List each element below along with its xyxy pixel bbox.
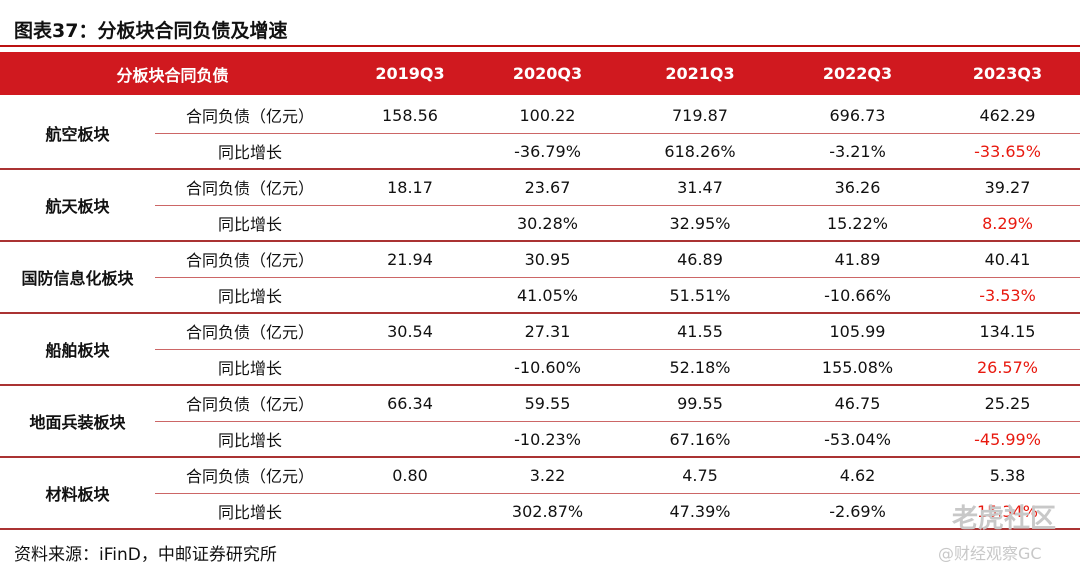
cell: 21.94 xyxy=(387,249,433,269)
cell: 46.89 xyxy=(677,249,723,269)
cell: -53.04% xyxy=(824,429,891,449)
cell: -2.69% xyxy=(829,501,886,521)
row-rule xyxy=(155,421,1080,422)
cell: 3.22 xyxy=(529,465,566,485)
cell: 155.08% xyxy=(821,357,894,377)
cell: 719.87 xyxy=(672,105,728,125)
column-header: 2020Q3 xyxy=(512,64,583,83)
row-label: 同比增长 xyxy=(217,143,282,162)
group-name: 船舶板块 xyxy=(45,341,110,360)
row-label: 合同负债（亿元） xyxy=(185,251,314,270)
row-label: 合同负债（亿元） xyxy=(185,323,314,342)
cell: 618.26% xyxy=(664,141,736,161)
cell: 59.55 xyxy=(524,393,571,413)
cell: 5.38 xyxy=(989,465,1026,485)
cell: 66.34 xyxy=(387,393,433,413)
cell: 46.75 xyxy=(834,393,881,413)
cell: 27.31 xyxy=(524,321,571,341)
row-rule xyxy=(155,133,1080,134)
watermark: @财经观察GC xyxy=(938,544,1042,563)
cell: 100.22 xyxy=(519,105,576,125)
cell: 4.75 xyxy=(682,465,718,485)
group-rule xyxy=(0,240,1080,242)
cell: 41.05% xyxy=(516,285,578,305)
cell: 26.57% xyxy=(976,357,1038,377)
cell: 30.95 xyxy=(524,249,571,269)
cell: 39.27 xyxy=(984,177,1031,197)
column-header: 2023Q3 xyxy=(972,64,1043,83)
cell: 8.29% xyxy=(982,213,1033,233)
cell: 41.55 xyxy=(677,321,723,341)
cell: 47.39% xyxy=(669,501,731,521)
group-rule xyxy=(0,528,1080,530)
column-header: 分板块合同负债 xyxy=(116,65,229,85)
group-name: 航空板块 xyxy=(45,125,110,144)
title-rule xyxy=(0,45,1080,47)
group-rule xyxy=(0,456,1080,458)
cell: -10.23% xyxy=(514,429,581,449)
cell: 0.80 xyxy=(392,465,428,485)
group-name: 航天板块 xyxy=(45,197,110,216)
cell: 105.99 xyxy=(829,321,886,341)
cell: 696.73 xyxy=(829,105,886,125)
column-header: 2022Q3 xyxy=(822,64,893,83)
row-rule xyxy=(155,277,1080,278)
cell: 32.95% xyxy=(669,213,731,233)
row-label: 合同负债（亿元） xyxy=(185,107,314,126)
row-label: 合同负债（亿元） xyxy=(185,179,314,198)
cell: -3.21% xyxy=(829,141,886,161)
cell: 41.89 xyxy=(834,249,881,269)
cell: 36.26 xyxy=(834,177,881,197)
cell: 51.51% xyxy=(669,285,731,305)
cell: 30.54 xyxy=(387,321,433,341)
source: 资料来源：iFinD，中邮证券研究所 xyxy=(14,545,277,565)
cell: 67.16% xyxy=(669,429,731,449)
cell: 462.29 xyxy=(979,105,1036,125)
group-name: 地面兵装板块 xyxy=(29,413,126,432)
cell: 4.62 xyxy=(839,465,876,485)
column-header: 2019Q3 xyxy=(375,64,445,83)
cell: 158.56 xyxy=(382,105,438,125)
cell: -33.65% xyxy=(974,141,1041,161)
row-rule xyxy=(155,205,1080,206)
row-label: 合同负债（亿元） xyxy=(185,467,314,486)
row-label: 同比增长 xyxy=(217,431,282,450)
header-row xyxy=(0,52,1080,95)
watermark: 老虎社区 xyxy=(952,504,1057,534)
row-label: 同比增长 xyxy=(217,359,282,378)
row-label: 合同负债（亿元） xyxy=(185,395,314,414)
row-label: 同比增长 xyxy=(217,503,282,522)
row-label: 同比增长 xyxy=(217,287,282,306)
group-name: 材料板块 xyxy=(45,485,110,504)
cell: 40.41 xyxy=(984,249,1031,269)
group-rule xyxy=(0,312,1080,314)
row-rule xyxy=(155,349,1080,350)
cell: 99.55 xyxy=(677,393,723,413)
row-rule xyxy=(155,493,1080,494)
cell: -10.60% xyxy=(514,357,581,377)
cell: 18.17 xyxy=(387,177,433,197)
cell: 52.18% xyxy=(669,357,731,377)
title: 图表37：分板块合同负债及增速 xyxy=(14,20,288,42)
cell: -3.53% xyxy=(979,285,1036,305)
cell: 30.28% xyxy=(516,213,578,233)
row-label: 同比增长 xyxy=(217,215,282,234)
group-rule xyxy=(0,384,1080,386)
cell: -36.79% xyxy=(514,141,581,161)
cell: 134.15 xyxy=(979,321,1036,341)
cell: 302.87% xyxy=(511,501,584,521)
cell: 25.25 xyxy=(984,393,1031,413)
cell: 15.22% xyxy=(826,213,888,233)
cell: -10.66% xyxy=(824,285,891,305)
column-header: 2021Q3 xyxy=(665,64,735,83)
cell: -45.99% xyxy=(974,429,1041,449)
group-name: 国防信息化板块 xyxy=(21,269,134,288)
group-rule xyxy=(0,168,1080,170)
cell: 23.67 xyxy=(524,177,571,197)
cell: 31.47 xyxy=(677,177,723,197)
cell: 15.34% xyxy=(976,501,1038,521)
